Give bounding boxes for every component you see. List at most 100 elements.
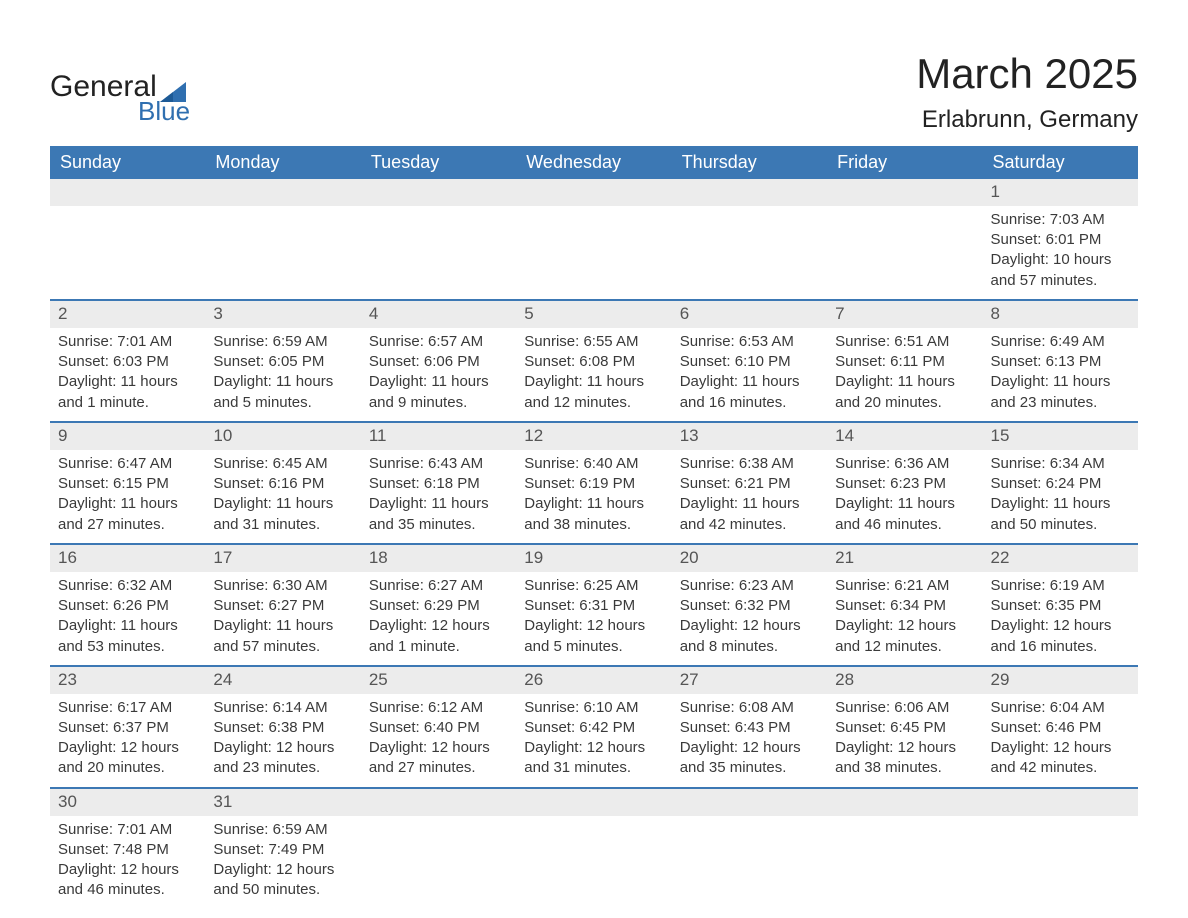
sunrise-text: Sunrise: 6:36 AM: [835, 454, 974, 474]
daylight-text: Daylight: 12 hours and 12 minutes.: [835, 616, 974, 657]
sunrise-text: Sunrise: 6:59 AM: [213, 332, 352, 352]
sunrise-text: Sunrise: 6:43 AM: [369, 454, 508, 474]
daylight-text: Daylight: 11 hours and 1 minute.: [58, 372, 197, 413]
daylight-text: Daylight: 11 hours and 38 minutes.: [524, 494, 663, 535]
day-number-cell: 31: [205, 788, 360, 816]
sunset-text: Sunset: 6:05 PM: [213, 352, 352, 372]
daylight-text: Daylight: 11 hours and 16 minutes.: [680, 372, 819, 413]
sunset-text: Sunset: 6:32 PM: [680, 596, 819, 616]
day-detail-cell: Sunrise: 6:47 AMSunset: 6:15 PMDaylight:…: [50, 450, 205, 544]
daylight-text: Daylight: 11 hours and 5 minutes.: [213, 372, 352, 413]
day-detail-cell: Sunrise: 6:36 AMSunset: 6:23 PMDaylight:…: [827, 450, 982, 544]
weekday-header: Saturday: [983, 146, 1138, 179]
day-number-cell: [361, 788, 516, 816]
sunset-text: Sunset: 6:15 PM: [58, 474, 197, 494]
day-number-cell: 4: [361, 300, 516, 328]
daylight-text: Daylight: 12 hours and 38 minutes.: [835, 738, 974, 779]
daylight-text: Daylight: 11 hours and 20 minutes.: [835, 372, 974, 413]
daylight-text: Daylight: 12 hours and 31 minutes.: [524, 738, 663, 779]
day-detail-cell: Sunrise: 6:38 AMSunset: 6:21 PMDaylight:…: [672, 450, 827, 544]
day-detail-cell: Sunrise: 6:32 AMSunset: 6:26 PMDaylight:…: [50, 572, 205, 666]
day-detail-row: Sunrise: 6:17 AMSunset: 6:37 PMDaylight:…: [50, 694, 1138, 788]
sunrise-text: Sunrise: 7:01 AM: [58, 332, 197, 352]
day-number-cell: [361, 179, 516, 206]
sunrise-text: Sunrise: 6:12 AM: [369, 698, 508, 718]
day-detail-cell: Sunrise: 6:12 AMSunset: 6:40 PMDaylight:…: [361, 694, 516, 788]
title-block: March 2025 Erlabrunn, Germany: [916, 50, 1138, 134]
day-detail-row: Sunrise: 7:01 AMSunset: 7:48 PMDaylight:…: [50, 816, 1138, 909]
sunrise-text: Sunrise: 6:30 AM: [213, 576, 352, 596]
sunrise-text: Sunrise: 7:01 AM: [58, 820, 197, 840]
day-number-cell: 21: [827, 544, 982, 572]
day-number-cell: 10: [205, 422, 360, 450]
day-detail-cell: [672, 206, 827, 300]
sunset-text: Sunset: 6:34 PM: [835, 596, 974, 616]
day-detail-cell: Sunrise: 6:43 AMSunset: 6:18 PMDaylight:…: [361, 450, 516, 544]
day-detail-cell: Sunrise: 6:23 AMSunset: 6:32 PMDaylight:…: [672, 572, 827, 666]
daylight-text: Daylight: 12 hours and 35 minutes.: [680, 738, 819, 779]
sunrise-text: Sunrise: 6:55 AM: [524, 332, 663, 352]
sunrise-text: Sunrise: 6:14 AM: [213, 698, 352, 718]
day-number-cell: 9: [50, 422, 205, 450]
day-number-cell: 19: [516, 544, 671, 572]
sunset-text: Sunset: 6:06 PM: [369, 352, 508, 372]
day-detail-cell: Sunrise: 6:30 AMSunset: 6:27 PMDaylight:…: [205, 572, 360, 666]
sunset-text: Sunset: 6:38 PM: [213, 718, 352, 738]
sunset-text: Sunset: 6:18 PM: [369, 474, 508, 494]
daylight-text: Daylight: 11 hours and 46 minutes.: [835, 494, 974, 535]
day-detail-cell: Sunrise: 6:21 AMSunset: 6:34 PMDaylight:…: [827, 572, 982, 666]
sunset-text: Sunset: 6:27 PM: [213, 596, 352, 616]
daylight-text: Daylight: 12 hours and 23 minutes.: [213, 738, 352, 779]
sunrise-text: Sunrise: 6:45 AM: [213, 454, 352, 474]
day-detail-cell: Sunrise: 6:49 AMSunset: 6:13 PMDaylight:…: [983, 328, 1138, 422]
day-detail-cell: [205, 206, 360, 300]
day-number-cell: [672, 179, 827, 206]
day-detail-cell: [672, 816, 827, 909]
weekday-header-row: Sunday Monday Tuesday Wednesday Thursday…: [50, 146, 1138, 179]
day-number-cell: 7: [827, 300, 982, 328]
day-detail-cell: Sunrise: 6:40 AMSunset: 6:19 PMDaylight:…: [516, 450, 671, 544]
day-detail-cell: [361, 206, 516, 300]
day-detail-cell: [50, 206, 205, 300]
day-number-cell: [205, 179, 360, 206]
day-number-row: 16171819202122: [50, 544, 1138, 572]
day-number-cell: 17: [205, 544, 360, 572]
day-detail-row: Sunrise: 7:01 AMSunset: 6:03 PMDaylight:…: [50, 328, 1138, 422]
daylight-text: Daylight: 11 hours and 27 minutes.: [58, 494, 197, 535]
day-detail-cell: [516, 816, 671, 909]
daylight-text: Daylight: 12 hours and 16 minutes.: [991, 616, 1130, 657]
day-detail-cell: Sunrise: 6:14 AMSunset: 6:38 PMDaylight:…: [205, 694, 360, 788]
day-number-cell: 12: [516, 422, 671, 450]
day-number-cell: [516, 788, 671, 816]
sunset-text: Sunset: 6:45 PM: [835, 718, 974, 738]
daylight-text: Daylight: 11 hours and 9 minutes.: [369, 372, 508, 413]
sunset-text: Sunset: 6:29 PM: [369, 596, 508, 616]
sunrise-text: Sunrise: 6:49 AM: [991, 332, 1130, 352]
day-number-cell: 25: [361, 666, 516, 694]
sunrise-text: Sunrise: 6:32 AM: [58, 576, 197, 596]
day-detail-cell: Sunrise: 6:06 AMSunset: 6:45 PMDaylight:…: [827, 694, 982, 788]
daylight-text: Daylight: 12 hours and 8 minutes.: [680, 616, 819, 657]
day-number-cell: 18: [361, 544, 516, 572]
daylight-text: Daylight: 11 hours and 35 minutes.: [369, 494, 508, 535]
day-detail-cell: Sunrise: 6:59 AMSunset: 6:05 PMDaylight:…: [205, 328, 360, 422]
day-number-row: 1: [50, 179, 1138, 206]
sunset-text: Sunset: 6:21 PM: [680, 474, 819, 494]
day-number-cell: [516, 179, 671, 206]
day-detail-cell: Sunrise: 6:08 AMSunset: 6:43 PMDaylight:…: [672, 694, 827, 788]
daylight-text: Daylight: 11 hours and 23 minutes.: [991, 372, 1130, 413]
sunrise-text: Sunrise: 6:08 AM: [680, 698, 819, 718]
sunrise-text: Sunrise: 6:57 AM: [369, 332, 508, 352]
daylight-text: Daylight: 11 hours and 31 minutes.: [213, 494, 352, 535]
sunrise-text: Sunrise: 6:53 AM: [680, 332, 819, 352]
day-number-cell: 22: [983, 544, 1138, 572]
daylight-text: Daylight: 11 hours and 53 minutes.: [58, 616, 197, 657]
sunset-text: Sunset: 6:10 PM: [680, 352, 819, 372]
sunrise-text: Sunrise: 6:34 AM: [991, 454, 1130, 474]
daylight-text: Daylight: 12 hours and 46 minutes.: [58, 860, 197, 901]
day-number-cell: 14: [827, 422, 982, 450]
weekday-header: Friday: [827, 146, 982, 179]
daylight-text: Daylight: 12 hours and 1 minute.: [369, 616, 508, 657]
day-detail-cell: Sunrise: 6:34 AMSunset: 6:24 PMDaylight:…: [983, 450, 1138, 544]
day-detail-row: Sunrise: 7:03 AMSunset: 6:01 PMDaylight:…: [50, 206, 1138, 300]
